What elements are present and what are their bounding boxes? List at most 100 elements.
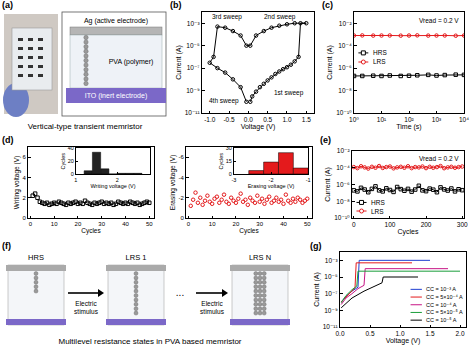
svg-text:HRS: HRS xyxy=(373,49,387,56)
svg-text:10⁻³: 10⁻³ xyxy=(325,257,339,264)
svg-text:Erasing voltage (V): Erasing voltage (V) xyxy=(248,183,295,189)
svg-text:LRS N: LRS N xyxy=(249,253,271,262)
svg-text:300: 300 xyxy=(457,221,468,228)
svg-text:10⁻⁶: 10⁻⁶ xyxy=(338,64,352,71)
svg-text:0.0: 0.0 xyxy=(335,330,344,337)
svg-text:0.5: 0.5 xyxy=(365,330,374,337)
svg-text:40: 40 xyxy=(280,221,287,227)
svg-text:-3: -3 xyxy=(231,177,236,183)
svg-text:20: 20 xyxy=(75,221,82,227)
svg-text:0: 0 xyxy=(29,221,33,227)
svg-text:10⁻⁶: 10⁻⁶ xyxy=(336,181,350,188)
svg-text:-6: -6 xyxy=(178,154,184,160)
svg-text:10⁰: 10⁰ xyxy=(349,116,359,123)
svg-text:50: 50 xyxy=(304,221,311,227)
svg-text:ITO (inert electrode): ITO (inert electrode) xyxy=(85,92,148,100)
svg-text:10⁻⁵: 10⁻⁵ xyxy=(324,273,338,280)
svg-text:10⁻⁷: 10⁻⁷ xyxy=(325,290,339,297)
svg-text:-0.5: -0.5 xyxy=(223,116,235,123)
svg-text:10⁻⁷: 10⁻⁷ xyxy=(187,64,201,71)
svg-text:3rd sweep: 3rd sweep xyxy=(212,13,242,21)
svg-text:10⁻⁹: 10⁻⁹ xyxy=(186,87,200,94)
svg-text:0.5: 0.5 xyxy=(263,116,272,123)
svg-text:HRS: HRS xyxy=(28,253,44,262)
svg-text:0: 0 xyxy=(229,171,232,177)
svg-text:1: 1 xyxy=(74,177,77,183)
svg-text:CC = 5×10⁻⁴ A: CC = 5×10⁻⁴ A xyxy=(426,294,463,300)
svg-text:10⁻⁹: 10⁻⁹ xyxy=(324,307,338,314)
svg-text:2: 2 xyxy=(22,195,26,201)
svg-text:2.0: 2.0 xyxy=(455,330,464,337)
svg-text:Current (A): Current (A) xyxy=(324,167,332,202)
svg-text:-1: -1 xyxy=(306,177,311,183)
svg-text:50: 50 xyxy=(146,221,153,227)
svg-text:10⁻⁴: 10⁻⁴ xyxy=(336,164,350,171)
svg-text:10⁻⁸: 10⁻⁸ xyxy=(336,198,350,205)
svg-text:...: ... xyxy=(176,287,184,298)
svg-text:CC = 10⁻⁵ A: CC = 10⁻⁵ A xyxy=(426,317,457,323)
svg-text:10: 10 xyxy=(209,221,216,227)
svg-text:15: 15 xyxy=(226,158,232,164)
svg-text:10: 10 xyxy=(51,221,58,227)
svg-text:Cycles: Cycles xyxy=(397,228,419,236)
svg-text:LRS 1: LRS 1 xyxy=(126,253,147,262)
svg-text:200: 200 xyxy=(421,221,432,228)
svg-text:10²: 10² xyxy=(404,116,414,123)
svg-text:Writing voltage (V): Writing voltage (V) xyxy=(13,156,21,209)
svg-text:-1.0: -1.0 xyxy=(204,116,216,123)
svg-text:10⁻⁵: 10⁻⁵ xyxy=(186,42,200,49)
svg-text:10⁻¹¹: 10⁻¹¹ xyxy=(185,109,201,116)
svg-text:1.0: 1.0 xyxy=(282,116,291,123)
svg-text:20: 20 xyxy=(233,221,240,227)
svg-text:LRS: LRS xyxy=(373,58,386,65)
svg-text:0: 0 xyxy=(180,215,184,221)
svg-text:-4: -4 xyxy=(178,175,184,181)
svg-text:10⁻⁸: 10⁻⁸ xyxy=(338,87,352,94)
svg-text:Voltage (V): Voltage (V) xyxy=(241,123,276,131)
svg-text:10⁻²: 10⁻² xyxy=(337,147,351,154)
svg-text:Vertical-type transient memris: Vertical-type transient memristor xyxy=(28,122,143,131)
svg-text:4th sweep: 4th sweep xyxy=(209,97,239,105)
svg-text:40: 40 xyxy=(122,221,129,227)
svg-text:Vread = 0.2 V: Vread = 0.2 V xyxy=(419,17,459,24)
svg-text:LRS: LRS xyxy=(371,208,384,215)
svg-text:10⁴: 10⁴ xyxy=(459,116,469,123)
svg-text:Current (A): Current (A) xyxy=(313,272,321,307)
svg-text:Electric: Electric xyxy=(75,300,97,307)
svg-text:-2: -2 xyxy=(269,177,274,183)
svg-text:CC = 5×10⁻⁵ A: CC = 5×10⁻⁵ A xyxy=(426,309,463,315)
svg-text:Vread = 0.2 V: Vread = 0.2 V xyxy=(419,155,459,162)
svg-text:CC = 10⁻⁴ A: CC = 10⁻⁴ A xyxy=(426,302,457,308)
svg-text:30: 30 xyxy=(98,221,105,227)
svg-text:0: 0 xyxy=(187,221,191,227)
svg-text:100: 100 xyxy=(385,221,396,228)
svg-text:0: 0 xyxy=(71,171,74,177)
svg-text:6: 6 xyxy=(22,154,26,160)
svg-text:1.0: 1.0 xyxy=(395,330,404,337)
svg-text:Ag (active electrode): Ag (active electrode) xyxy=(84,17,148,25)
svg-text:Current (A): Current (A) xyxy=(175,45,183,80)
svg-text:Cycles: Cycles xyxy=(81,227,101,235)
svg-text:CC = 10⁻³ A: CC = 10⁻³ A xyxy=(426,286,456,292)
svg-text:0: 0 xyxy=(352,221,356,228)
svg-text:40: 40 xyxy=(68,145,74,151)
svg-text:Cycles: Cycles xyxy=(239,227,259,235)
svg-text:Current (A): Current (A) xyxy=(326,45,334,80)
svg-text:Cycles: Cycles xyxy=(60,153,66,170)
svg-text:10⁻³: 10⁻³ xyxy=(187,19,201,26)
svg-text:1.5: 1.5 xyxy=(302,116,311,123)
svg-text:20: 20 xyxy=(68,158,74,164)
svg-text:4: 4 xyxy=(22,175,26,181)
svg-text:1st sweep: 1st sweep xyxy=(274,89,304,97)
svg-text:stimulus: stimulus xyxy=(200,308,225,315)
svg-text:10⁻²: 10⁻² xyxy=(339,19,353,26)
svg-text:-2: -2 xyxy=(178,195,184,201)
svg-text:30: 30 xyxy=(226,145,232,151)
svg-text:0: 0 xyxy=(22,215,26,221)
svg-text:Voltage (V): Voltage (V) xyxy=(386,337,421,345)
svg-text:10⁻¹⁰: 10⁻¹⁰ xyxy=(336,109,352,116)
svg-text:10¹: 10¹ xyxy=(377,116,387,123)
svg-text:1.5: 1.5 xyxy=(425,330,434,337)
svg-text:HRS: HRS xyxy=(371,199,385,206)
svg-text:30: 30 xyxy=(256,221,263,227)
